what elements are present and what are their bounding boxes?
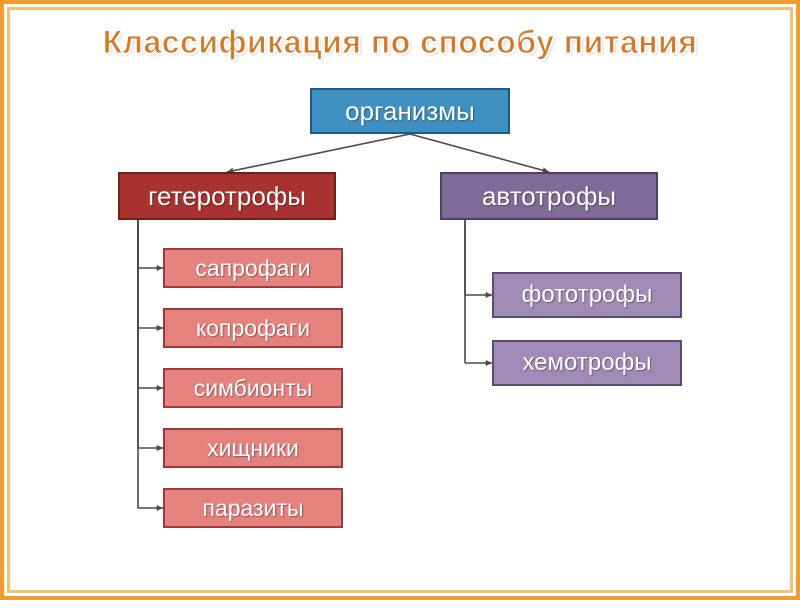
node-a2: хемотрофы	[492, 340, 682, 386]
node-h4: хищники	[163, 428, 343, 468]
node-auto: автотрофы	[440, 172, 658, 220]
frame-outer: Классификация по способу питания организ…	[0, 0, 800, 600]
node-a1: фототрофы	[492, 272, 682, 318]
node-hetero: гетеротрофы	[118, 172, 336, 220]
node-root: организмы	[310, 88, 510, 134]
node-h5: паразиты	[163, 488, 343, 528]
node-h2: копрофаги	[163, 308, 343, 348]
diagram-title: Классификация по способу питания	[10, 24, 790, 61]
node-h1: сапрофаги	[163, 248, 343, 288]
node-h3: симбионты	[163, 368, 343, 408]
frame-inner: Классификация по способу питания организ…	[7, 7, 793, 593]
